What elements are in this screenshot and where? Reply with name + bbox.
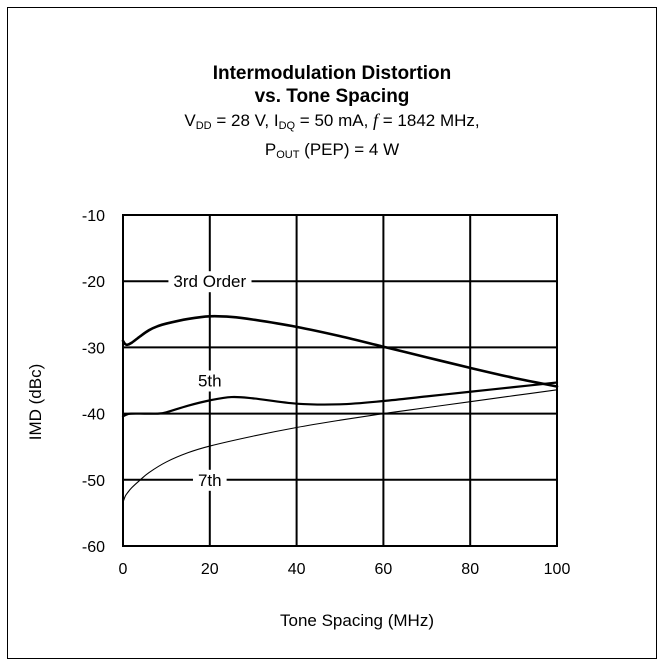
series-lines (121, 314, 559, 503)
chart-subtitle-line1: VDD = 28 V, IDQ = 50 mA, f = 1842 MHz, (7, 108, 657, 138)
vdd-label: V (184, 111, 196, 130)
y-tick-label: -60 (82, 539, 105, 556)
pout-subscript: OUT (276, 149, 300, 161)
series-annotation: 5th (198, 372, 222, 391)
x-tick-label: 0 (119, 561, 128, 578)
x-tick-label: 100 (544, 561, 571, 578)
y-tick-label: -10 (82, 208, 105, 225)
x-tick-labels: 0 20 40 60 80 100 (119, 561, 571, 578)
chart-title-block: Intermodulation Distortion vs. Tone Spac… (7, 62, 657, 167)
pout-label: P (264, 140, 277, 159)
series-annotation: 7th (198, 471, 222, 490)
x-tick-label: 80 (461, 561, 479, 578)
annotation-background (192, 370, 227, 392)
f-label: f (373, 110, 379, 130)
x-tick-label: 60 (375, 561, 393, 578)
f-value: = 1842 MHz, (378, 111, 480, 130)
y-tick-label: -40 (82, 407, 105, 424)
pout-value: (PEP) = 4 W (299, 140, 400, 159)
series-annotation: 3rd Order (173, 272, 246, 291)
series-annotations: 3rd Order 5th 7th (168, 271, 252, 491)
y-tick-label: -20 (82, 274, 105, 291)
series-line-5th (121, 381, 559, 418)
plot-border (122, 214, 558, 547)
idq-subscript: DQ (278, 120, 296, 132)
chart-title: Intermodulation Distortion (212, 63, 452, 84)
chart-frame (7, 7, 657, 659)
vdd-subscript: DD (195, 120, 212, 132)
idq-value: = 50 mA, (295, 111, 374, 130)
series-line-3rd-order (121, 314, 559, 388)
annotation-background (192, 469, 227, 491)
x-axis-label: Tone Spacing (MHz) (280, 611, 434, 630)
grid (122, 214, 558, 547)
chart-title-line2: vs. Tone Spacing (254, 86, 410, 107)
y-tick-label: -30 (82, 340, 105, 357)
series-line-7th (122, 389, 558, 503)
x-tick-label: 40 (288, 561, 306, 578)
vdd-value: = 28 V, (211, 111, 274, 130)
x-tick-label: 20 (201, 561, 219, 578)
y-tick-label: -50 (82, 473, 105, 490)
y-tick-labels: -10 -20 -30 -40 -50 -60 (82, 208, 105, 556)
annotation-background (168, 271, 252, 293)
chart-subtitle-line2: POUT (PEP) = 4 W (7, 138, 657, 167)
idq-label: I (273, 111, 279, 130)
y-axis-label: IMD (dBc) (26, 364, 45, 441)
